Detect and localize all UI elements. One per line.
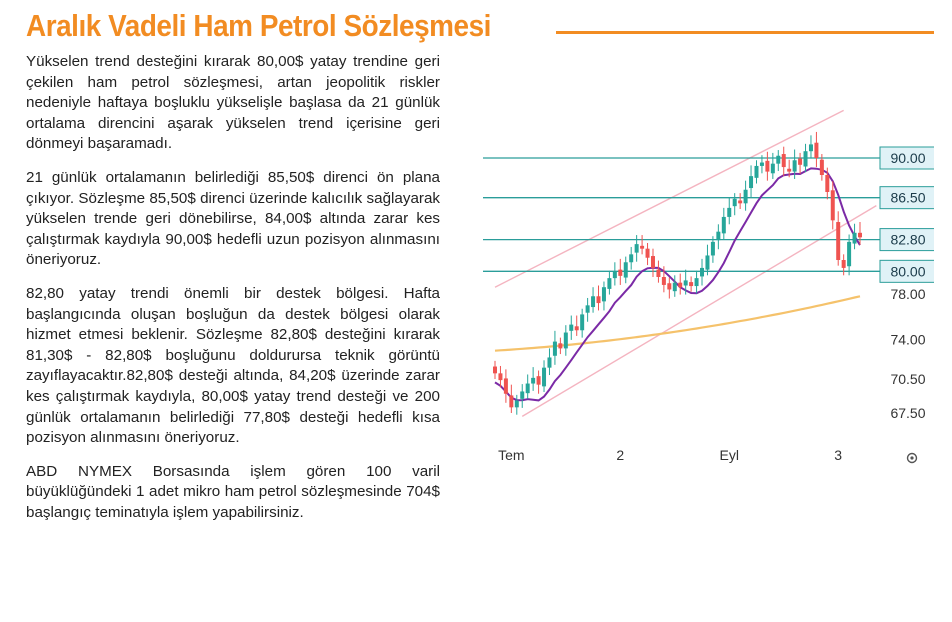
candle-body-45: [738, 200, 743, 204]
level-tag-1: [879, 186, 934, 210]
candle-body-9: [542, 367, 547, 387]
candle-body-57: [803, 151, 808, 167]
candle-body-3: [509, 395, 514, 408]
candle-body-50: [765, 160, 770, 172]
paragraph-1: Yükselen trend desteğini kırarak 80,00$ …: [26, 53, 440, 153]
paragraph-4: ABD NYMEX Borsasında işlem gören 100 var…: [26, 462, 440, 521]
chart-settings-icon[interactable]: [906, 452, 918, 464]
page-title: Aralık Vadeli Ham Petrol Sözleşmesi: [26, 8, 491, 43]
candle-body-33: [672, 282, 677, 292]
candle-body-60: [819, 159, 824, 175]
candle-body-5: [520, 391, 525, 399]
ma21-line: [494, 167, 861, 402]
paragraph-3: 82,80 yatay trendi önemli bir destek böl…: [26, 284, 440, 447]
candle-body-48: [754, 165, 759, 178]
channel-lower-line: [521, 204, 877, 418]
candle-body-10: [547, 357, 552, 368]
candle-body-32: [667, 283, 672, 290]
x-tick-label-3: 3: [834, 447, 842, 463]
y-tick-label-2: 74.00: [890, 331, 925, 347]
candle-body-53: [781, 154, 786, 168]
y-tick-label-0: 67.50: [890, 405, 925, 421]
x-tick-label-1: 2: [616, 447, 624, 463]
candle-body-15: [574, 326, 579, 331]
candle-body-2: [503, 378, 508, 394]
candle-body-44: [732, 198, 737, 207]
y-tick-label-3: 78.00: [890, 286, 925, 302]
candle-body-42: [721, 216, 726, 234]
candle-body-38: [700, 267, 705, 277]
candle-body-58: [808, 144, 813, 152]
candle-body-30: [656, 269, 661, 277]
candle-body-31: [661, 277, 666, 285]
channel-upper-line: [494, 109, 844, 288]
candle-body-37: [694, 278, 699, 287]
candle-body-63: [836, 222, 841, 260]
candle-body-65: [847, 241, 852, 267]
level-tag-0: [879, 146, 934, 170]
level-tag-3: [879, 259, 934, 283]
level-label-1: 86.50: [890, 190, 925, 206]
candle-body-16: [580, 314, 585, 331]
candle-body-28: [645, 248, 650, 258]
candle-body-41: [716, 231, 721, 241]
candle-body-59: [814, 142, 819, 158]
candle-body-1: [498, 373, 503, 381]
candle-body-18: [591, 296, 596, 308]
candle-body-24: [623, 262, 628, 278]
title-rule: [556, 31, 934, 34]
candle-body-43: [727, 207, 732, 217]
candle-body-27: [640, 245, 645, 249]
candle-body-17: [585, 305, 590, 313]
article-body: Yükselen trend desteğini kırarak 80,00$ …: [26, 52, 440, 536]
candle-body-54: [787, 168, 792, 172]
paragraph-2: 21 günlük ortalamanın belirlediği 85,50$…: [26, 168, 440, 269]
candle-body-62: [830, 190, 835, 221]
candle-body-36: [689, 282, 694, 287]
x-tick-label-2: Eyl: [720, 447, 739, 463]
candle-body-13: [563, 332, 568, 349]
candle-body-67: [858, 232, 862, 238]
candle-body-22: [612, 271, 617, 279]
candle-body-0: [493, 366, 497, 374]
candle-body-20: [601, 287, 606, 302]
candle-body-7: [531, 377, 536, 384]
level-label-3: 80.00: [890, 263, 925, 279]
candle-body-66: [852, 232, 857, 244]
candle-body-26: [634, 244, 639, 253]
candle-body-64: [841, 260, 846, 268]
candle-body-40: [710, 241, 715, 256]
candle-body-46: [743, 189, 748, 204]
level-tag-2: [879, 228, 934, 252]
candle-body-51: [770, 163, 775, 174]
candle-body-8: [536, 376, 541, 385]
candle-body-14: [569, 324, 574, 331]
candle-body-52: [776, 155, 781, 164]
candle-body-23: [618, 269, 623, 276]
candle-body-11: [552, 341, 557, 356]
candle-body-49: [759, 162, 764, 166]
candle-body-55: [792, 160, 797, 172]
candle-body-12: [558, 343, 563, 349]
candle-body-47: [749, 176, 754, 189]
candle-body-61: [825, 175, 830, 192]
candle-body-39: [705, 255, 710, 270]
candle-body-19: [596, 296, 601, 304]
candle-body-6: [525, 383, 530, 394]
level-label-0: 90.00: [890, 150, 925, 166]
price-chart: 90.00 86.50 82.80 80.00 67.50 70.50 74.00 78.00…: [483, 109, 934, 464]
level-label-2: 82.80: [890, 232, 925, 248]
x-tick-label-0: Tem: [498, 447, 524, 463]
candle-body-4: [514, 400, 519, 408]
candle-body-25: [629, 254, 634, 263]
candle-body-56: [798, 158, 803, 165]
candle-body-29: [650, 256, 655, 268]
candle-body-21: [607, 278, 612, 289]
candle-body-34: [678, 282, 683, 288]
candle-body-35: [683, 280, 688, 286]
y-tick-label-1: 70.50: [890, 371, 925, 387]
